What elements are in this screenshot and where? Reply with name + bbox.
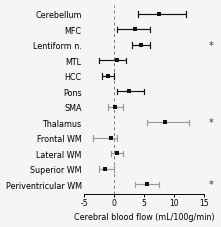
Text: *: * bbox=[209, 118, 213, 128]
Text: *: * bbox=[209, 41, 213, 51]
Text: *: * bbox=[209, 180, 213, 190]
X-axis label: Cerebral blood flow (mL/100g/min): Cerebral blood flow (mL/100g/min) bbox=[74, 212, 214, 222]
